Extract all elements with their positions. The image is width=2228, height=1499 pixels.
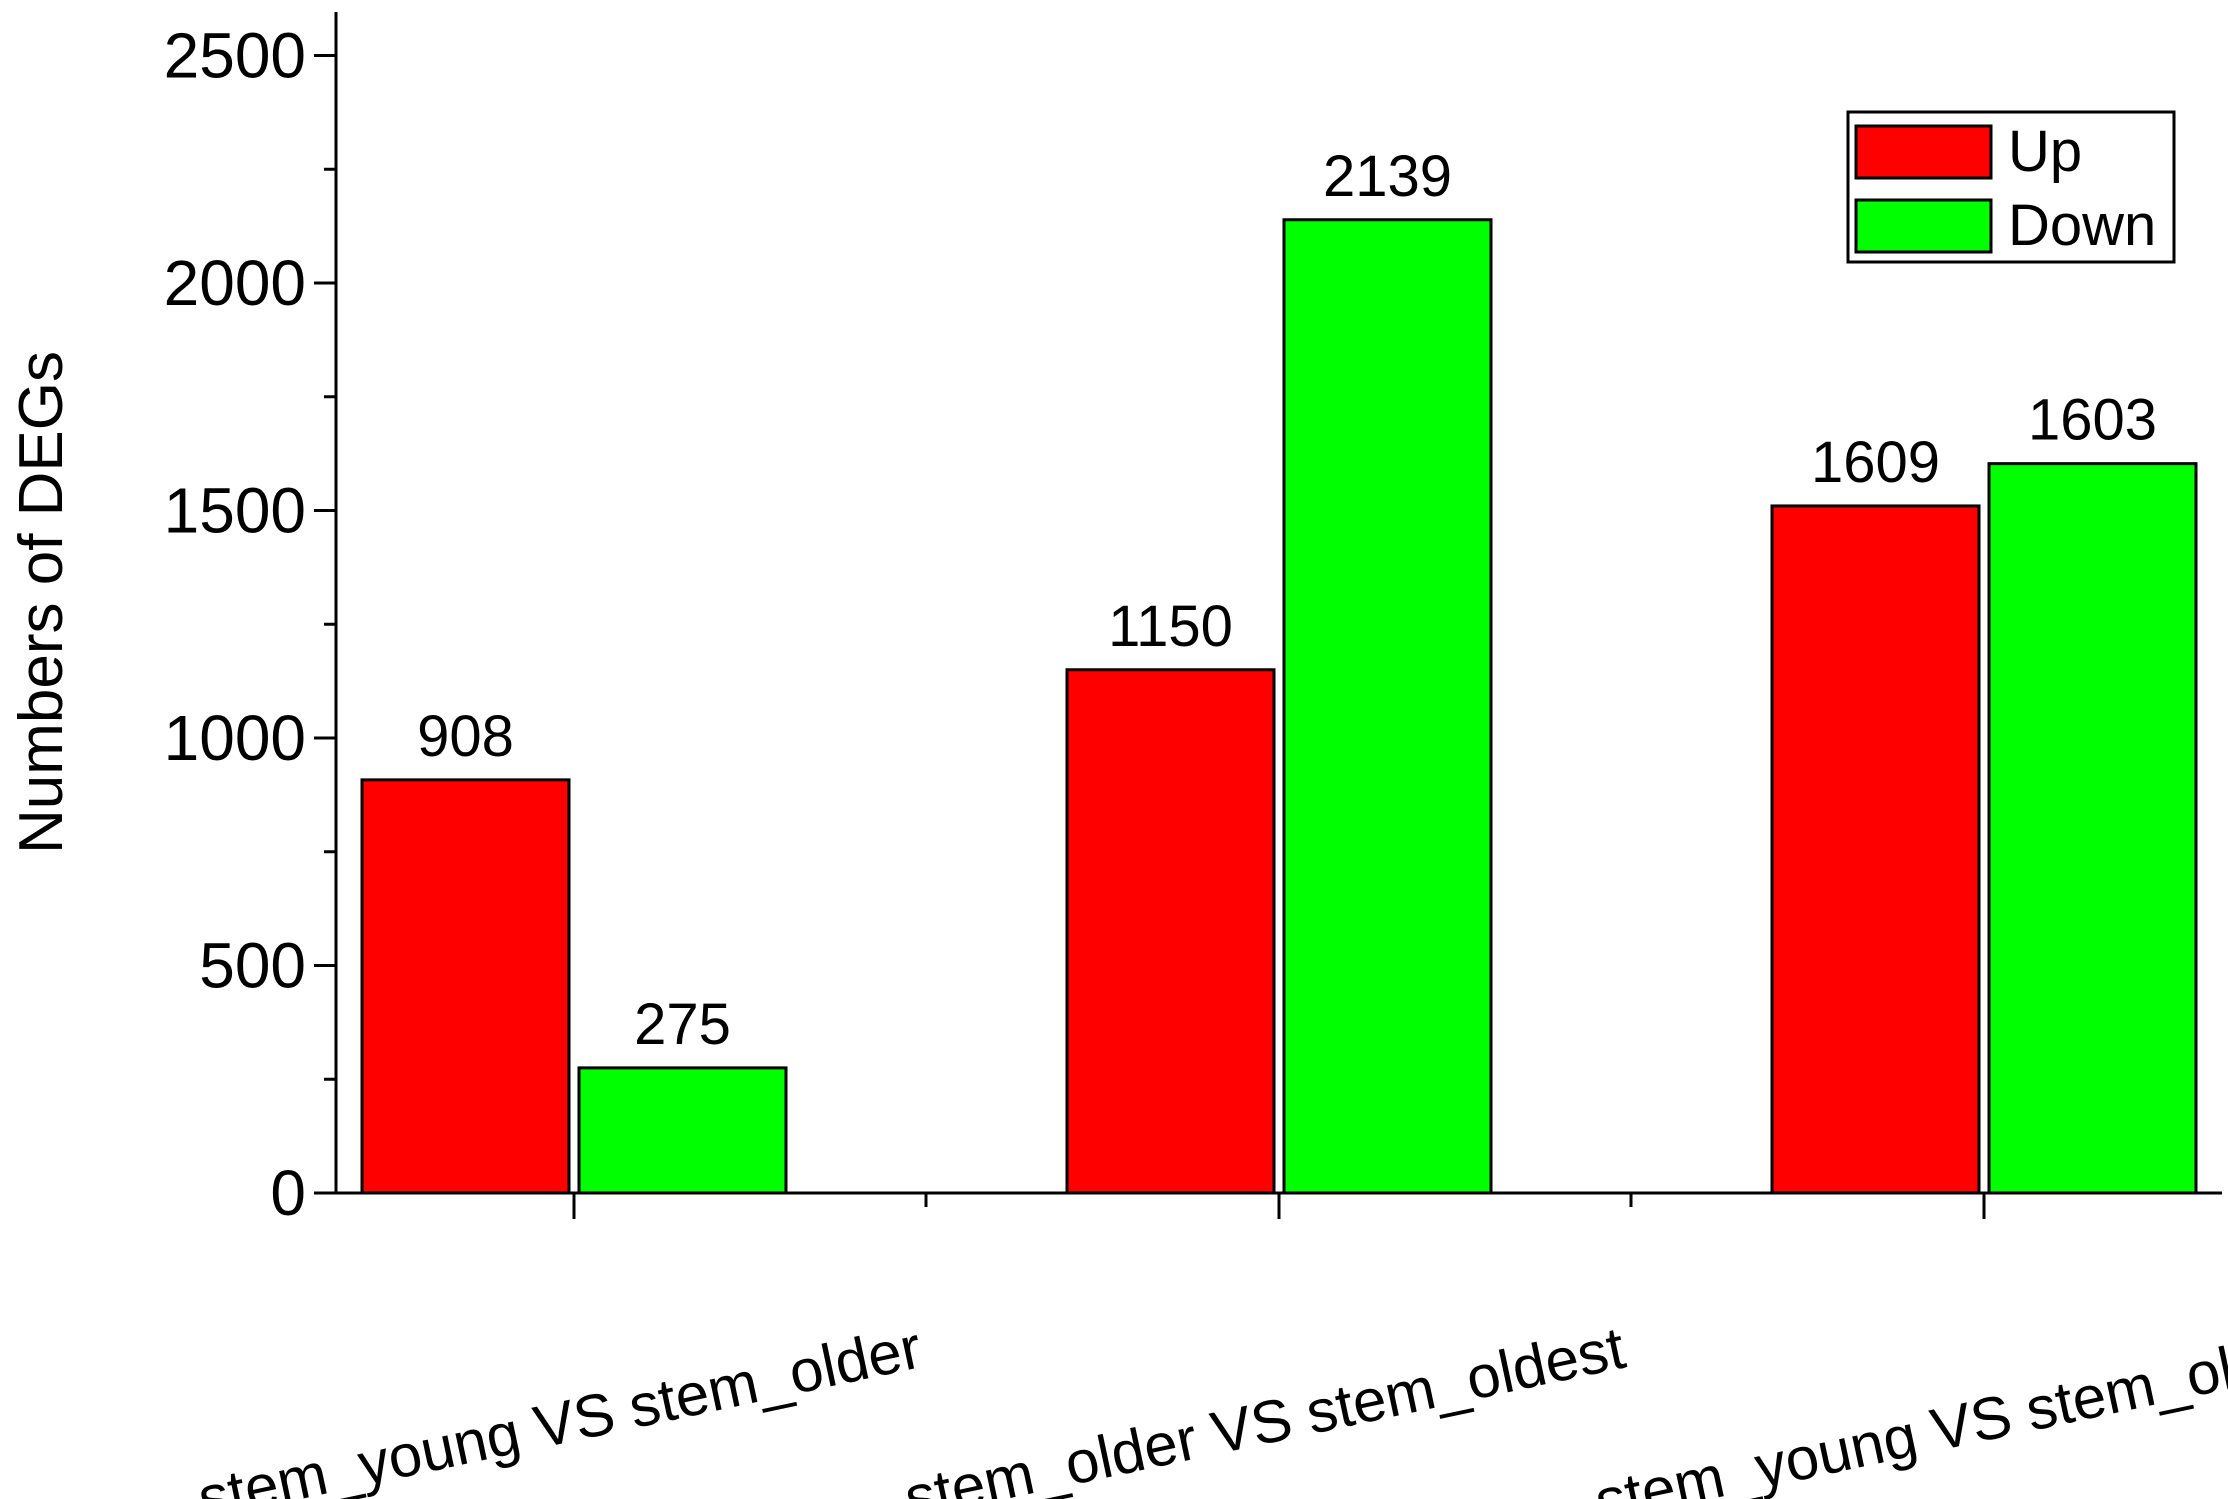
y-tick-label: 2000 <box>164 247 306 319</box>
y-tick-label: 1500 <box>164 475 306 547</box>
legend-swatch-up <box>1854 124 1993 180</box>
y-tick-label: 0 <box>270 1157 306 1229</box>
bar-up-2 <box>1065 668 1276 1195</box>
axes-layer: 0 500 1000 1500 2000 2500 Numbers of DEGs <box>7 12 2222 1229</box>
legend-label-up: Up <box>2008 119 2082 184</box>
data-label-up-2: 1150 <box>1108 594 1233 659</box>
data-label-down-2: 2139 <box>1323 144 1452 209</box>
bar-down-2 <box>1282 218 1493 1195</box>
y-axis-title: Numbers of DEGs <box>7 351 76 854</box>
bar-up-1 <box>360 778 571 1195</box>
category-label-3: stem_young VS stem_oldest <box>1589 1311 2228 1499</box>
y-tick-label: 1000 <box>164 702 306 774</box>
legend-swatch-down <box>1854 198 1993 254</box>
data-label-up-3: 1609 <box>1811 430 1940 495</box>
legend-label-down: Down <box>2008 193 2156 258</box>
category-label-1: stem_young VS stem_older <box>192 1314 927 1499</box>
bar-down-1 <box>577 1066 788 1195</box>
data-label-down-1: 275 <box>634 992 731 1057</box>
bar-up-3 <box>1770 504 1981 1195</box>
legend: Up Down <box>1846 110 2176 264</box>
bars-layer <box>360 218 2198 1195</box>
y-tick-label: 2500 <box>164 20 306 92</box>
category-label-2: stem_older VS stem_oldest <box>899 1314 1631 1499</box>
y-tick-label: 500 <box>199 930 306 1002</box>
data-label-down-3: 1603 <box>2028 388 2157 453</box>
bar-down-3 <box>1987 462 2198 1195</box>
data-label-up-1: 908 <box>417 704 514 769</box>
